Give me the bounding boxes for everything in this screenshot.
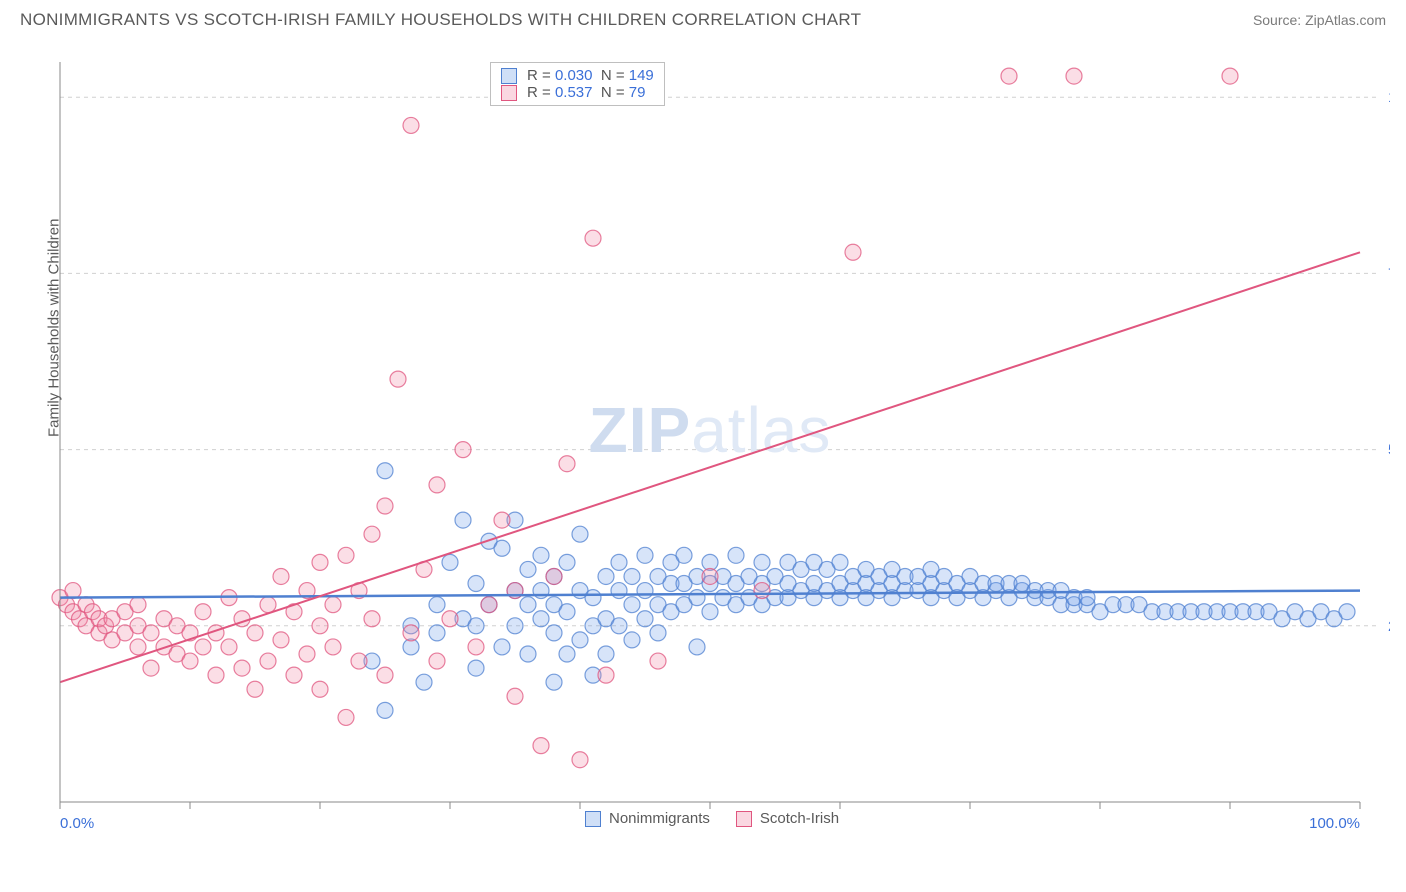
stats-row: R = 0.537 N = 79 [501,84,654,101]
svg-text:25.0%: 25.0% [1388,618,1390,635]
chart-title: NONIMMIGRANTS VS SCOTCH-IRISH FAMILY HOU… [20,10,861,30]
y-axis-label: Family Households with Children [46,219,63,437]
legend-swatch-icon [736,811,752,827]
legend-swatch-icon [501,68,517,84]
legend-label: Scotch-Irish [760,810,839,827]
svg-text:50.0%: 50.0% [1388,442,1390,459]
legend: Nonimmigrants Scotch-Irish [585,810,839,827]
svg-text:100.0%: 100.0% [1388,89,1390,106]
scatter-chart: 25.0% 50.0% 75.0% 100.0% ZIPatlas 0.0% 100.0% [50,42,1390,832]
legend-swatch-icon [585,811,601,827]
legend-swatch-icon [501,85,517,101]
legend-item: Nonimmigrants [585,810,710,827]
legend-item: Scotch-Irish [736,810,839,827]
svg-text:0.0%: 0.0% [60,815,94,832]
legend-label: Nonimmigrants [609,810,710,827]
svg-text:ZIPatlas: ZIPatlas [589,394,832,466]
stats-row: R = 0.030 N = 149 [501,67,654,84]
stats-box: R = 0.030 N = 149R = 0.537 N = 79 [490,62,665,106]
source-label: Source: ZipAtlas.com [1253,12,1386,28]
svg-text:100.0%: 100.0% [1309,815,1360,832]
stats-text: R = 0.030 N = 149 [527,67,654,84]
stats-text: R = 0.537 N = 79 [527,84,645,101]
svg-text:75.0%: 75.0% [1388,265,1390,282]
chart-container: Family Households with Children 25.0%50.… [50,42,1390,832]
